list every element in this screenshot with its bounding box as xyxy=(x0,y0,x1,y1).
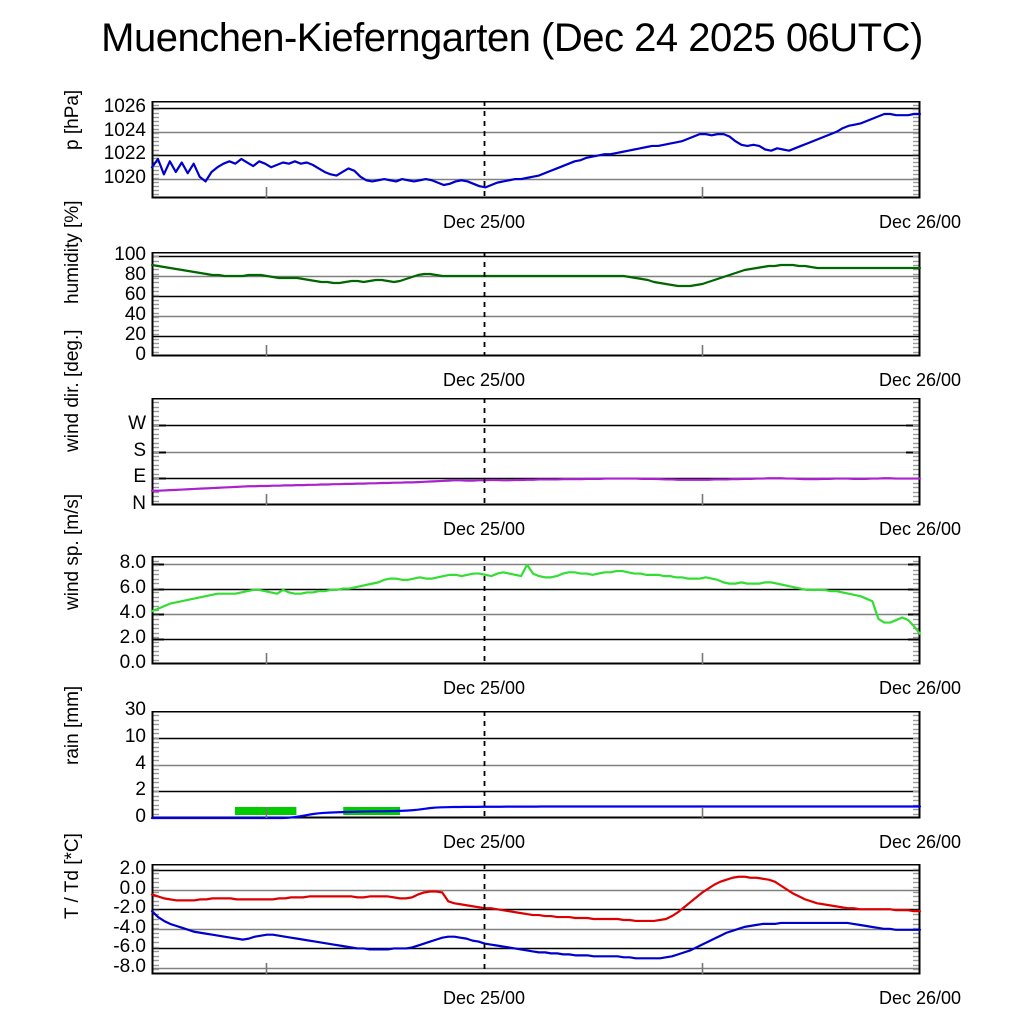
xtick-rain-0: Dec 25/00 xyxy=(442,832,526,852)
ytick-wind_speed-3: 6.0 xyxy=(119,576,146,598)
xtick-wind_speed-0: Dec 25/00 xyxy=(442,678,526,698)
series-wind_dir-wind-direction xyxy=(150,477,922,492)
plot-humidity xyxy=(150,252,922,357)
plot-wind_speed xyxy=(150,556,922,665)
panel-temperature: T / Td [*C] -8.0 -6.0 -4.0 -2.0 0.0 2.0 Dec 25/… xyxy=(0,833,1024,1020)
xtick-wind_speed-1: Dec 26/00 xyxy=(878,678,962,698)
ytick-rain-0: 0 xyxy=(135,806,146,827)
ytick-humidity-2: 40 xyxy=(124,304,146,325)
plot-pressure xyxy=(150,101,922,199)
ytick-temperature-1: -6.0 xyxy=(113,936,146,958)
panel-wind_speed: wind sp. [m/s] 0.0 2.0 4.0 6.0 8.0 Dec 25/00 De… xyxy=(0,494,1024,710)
plot-temperature xyxy=(150,864,922,975)
series-rain-accumulated-precipitation xyxy=(150,805,922,820)
ytick-humidity-1: 20 xyxy=(124,324,146,345)
ytick-temperature-3: -2.0 xyxy=(113,897,146,919)
ytick-temperature-5: 2.0 xyxy=(119,857,146,879)
ytick-wind_dir-1: E xyxy=(133,466,146,488)
ytick-temperature-0: -8.0 xyxy=(113,956,146,978)
xtick-temperature-0: Dec 25/00 xyxy=(442,988,526,1008)
series-temperature-Td xyxy=(150,910,922,960)
series-humidity-relative-humidity xyxy=(150,263,922,288)
ytick-wind_dir-3: W xyxy=(128,412,146,434)
xtick-pressure-1: Dec 26/00 xyxy=(878,212,962,232)
panel-rain: rain [mm] 0 2 4 10 30 Dec 25/00 Dec 26/00 xyxy=(0,685,1024,864)
ytick-pressure-1: 1022 xyxy=(103,143,146,165)
page-title: Muenchen-Kieferngarten (Dec 24 2025 06UT… xyxy=(101,16,923,60)
ytick-rain-4: 30 xyxy=(124,699,146,720)
ytick-wind_dir-0: N xyxy=(132,493,146,514)
xtick-wind_dir-1: Dec 26/00 xyxy=(878,519,962,539)
panel-humidity: humidity [%] 0 20 40 60 80 100 Dec 25/00 Dec 26/… xyxy=(0,201,1024,402)
ytick-wind_speed-0: 0.0 xyxy=(119,652,146,673)
xtick-rain-1: Dec 26/00 xyxy=(878,832,962,852)
ytick-wind_speed-1: 2.0 xyxy=(119,626,146,648)
series-pressure-pressure xyxy=(150,112,922,189)
xtick-humidity-0: Dec 25/00 xyxy=(442,370,526,390)
ytick-humidity-4: 80 xyxy=(124,264,146,285)
panel-wind_dir: wind dir. [deg.] N E S W Dec 25/00 Dec 26/00 xyxy=(0,329,1024,551)
ytick-wind_dir-2: S xyxy=(133,439,146,461)
xtick-wind_dir-0: Dec 25/00 xyxy=(442,519,526,539)
ytick-rain-2: 4 xyxy=(135,752,146,774)
xtick-humidity-1: Dec 26/00 xyxy=(878,370,962,390)
series-temperature-T xyxy=(150,875,922,923)
ytick-rain-3: 10 xyxy=(124,725,146,747)
ytick-rain-1: 2 xyxy=(135,779,146,801)
ytick-pressure-3: 1026 xyxy=(103,96,146,118)
ytick-wind_speed-2: 4.0 xyxy=(119,601,146,623)
xtick-pressure-0: Dec 25/00 xyxy=(442,212,526,232)
ytick-pressure-0: 1020 xyxy=(103,167,146,189)
xtick-temperature-1: Dec 26/00 xyxy=(878,988,962,1008)
ytick-humidity-5: 100 xyxy=(114,244,146,265)
ytick-wind_speed-4: 8.0 xyxy=(119,551,146,573)
plot-rain xyxy=(150,711,922,820)
ytick-pressure-2: 1024 xyxy=(103,119,146,141)
ytick-humidity-3: 60 xyxy=(124,284,146,305)
panel-pressure: p [hPa] 1020 1022 1024 1026 Dec 25/00 Dec 26/0… xyxy=(0,89,1024,244)
ytick-temperature-4: 0.0 xyxy=(119,877,146,899)
plot-wind_dir xyxy=(150,398,922,506)
ytick-humidity-0: 0 xyxy=(135,344,146,365)
ytick-temperature-2: -4.0 xyxy=(113,916,146,938)
series-wind_speed-wind-speed xyxy=(150,563,922,635)
